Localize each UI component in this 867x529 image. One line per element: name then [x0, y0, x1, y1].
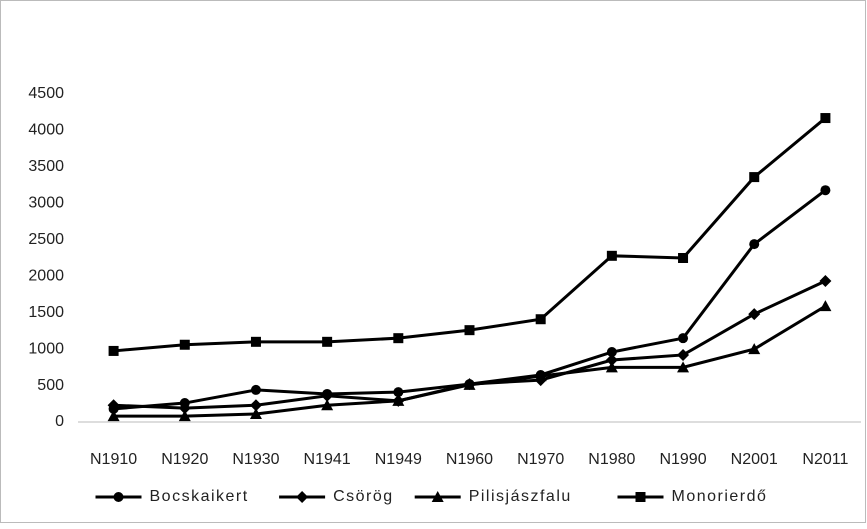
marker [678, 253, 689, 263]
x-tick-label: N1980 [588, 451, 635, 468]
x-tick-label: N1941 [304, 451, 351, 468]
marker [819, 300, 832, 312]
marker [392, 394, 405, 406]
marker [749, 239, 760, 250]
marker [249, 407, 262, 419]
marker [108, 345, 119, 356]
marker [677, 348, 690, 361]
x-tick-label: N1970 [517, 451, 564, 468]
legend-label: Pilisjászfalu [469, 488, 572, 505]
marker [748, 343, 761, 355]
y-tick-label: 3000 [28, 195, 64, 212]
legend-label: Monorierdő [672, 488, 768, 505]
y-tick-label: 2500 [28, 231, 64, 248]
marker [179, 339, 190, 350]
marker [605, 354, 618, 367]
marker [321, 399, 334, 411]
marker [322, 336, 333, 347]
marker [178, 402, 191, 415]
y-tick-label: 500 [37, 377, 64, 394]
marker [107, 410, 120, 422]
x-tick-label: N1910 [90, 451, 137, 468]
marker [819, 274, 832, 287]
y-tick-label: 1000 [28, 340, 64, 357]
legend-label: Csörög [333, 488, 394, 505]
marker [321, 389, 334, 402]
x-tick-label: N1960 [446, 451, 493, 468]
marker [249, 399, 262, 412]
marker [678, 333, 689, 344]
marker [606, 347, 617, 358]
y-tick-label: 2000 [28, 267, 64, 284]
marker [606, 250, 617, 261]
x-tick-label: N1990 [659, 451, 706, 468]
y-tick-label: 3500 [28, 158, 64, 175]
marker [464, 325, 475, 336]
y-tick-label: 0 [55, 413, 64, 430]
marker [393, 333, 404, 344]
x-tick-label: N1949 [375, 451, 422, 468]
marker [250, 336, 261, 347]
marker [431, 491, 444, 502]
x-tick-label: N1930 [232, 451, 279, 468]
marker [178, 410, 191, 422]
marker [748, 308, 761, 321]
marker [107, 399, 120, 412]
marker [463, 378, 476, 390]
marker [820, 185, 831, 196]
marker [535, 314, 546, 325]
y-tick-label: 4500 [28, 85, 64, 102]
marker [749, 172, 760, 183]
marker [296, 491, 309, 503]
marker [635, 492, 646, 502]
marker [820, 113, 831, 124]
marker [677, 361, 690, 373]
y-tick-label: 4000 [28, 122, 64, 139]
marker [250, 384, 261, 395]
legend-label: Bocskaikert [150, 488, 249, 505]
x-tick-label: N1920 [161, 451, 208, 468]
marker [605, 361, 618, 373]
marker [113, 492, 124, 502]
marker [393, 387, 404, 398]
y-tick-label: 1500 [28, 304, 64, 321]
marker [534, 370, 547, 382]
x-tick-label: N2001 [731, 451, 778, 468]
x-tick-label: N2011 [802, 451, 848, 468]
